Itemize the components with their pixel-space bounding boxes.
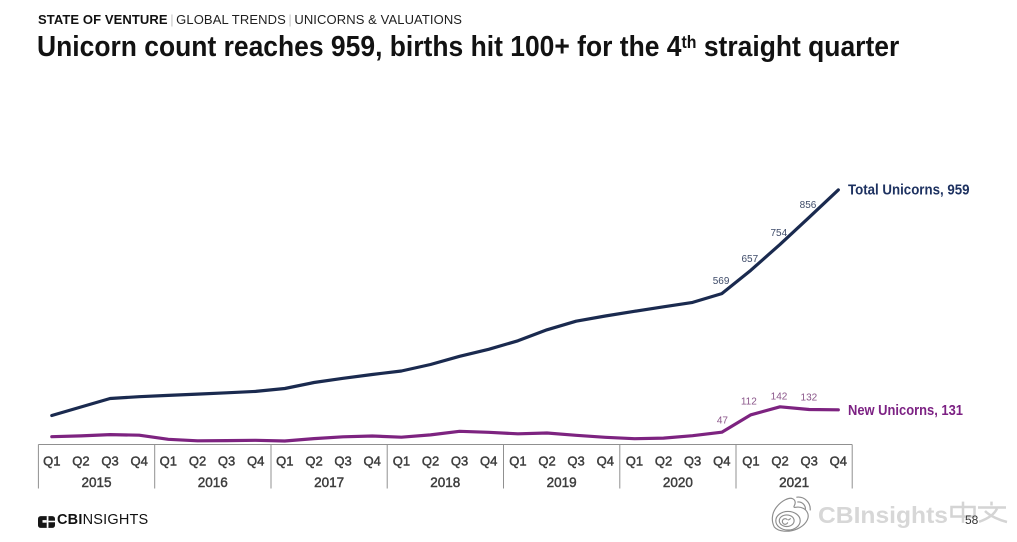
svg-text:2017: 2017: [314, 475, 344, 490]
svg-text:Q1: Q1: [626, 453, 643, 468]
svg-text:Q3: Q3: [684, 453, 701, 468]
svg-text:Q2: Q2: [422, 453, 439, 468]
svg-text:Q2: Q2: [72, 453, 89, 468]
svg-text:Q4: Q4: [480, 453, 497, 468]
svg-text:Q1: Q1: [509, 453, 526, 468]
svg-text:CBInsights: CBInsights: [818, 502, 948, 528]
svg-text:Q1: Q1: [43, 453, 60, 468]
svg-text:2021: 2021: [779, 475, 809, 490]
svg-text:Q1: Q1: [393, 453, 410, 468]
svg-text:Q3: Q3: [101, 453, 118, 468]
svg-text:Q4: Q4: [247, 453, 264, 468]
svg-text:132: 132: [801, 393, 818, 404]
svg-text:Q4: Q4: [597, 453, 614, 468]
svg-text:2015: 2015: [81, 475, 111, 490]
svg-text:Q1: Q1: [160, 453, 177, 468]
svg-text:2019: 2019: [547, 475, 577, 490]
svg-text:Q4: Q4: [713, 453, 730, 468]
svg-text:Q3: Q3: [451, 453, 468, 468]
svg-text:Q4: Q4: [830, 453, 847, 468]
svg-text:Q3: Q3: [334, 453, 351, 468]
svg-text:Q1: Q1: [276, 453, 293, 468]
svg-text:Q2: Q2: [189, 453, 206, 468]
svg-text:112: 112: [741, 397, 757, 408]
svg-text:Q2: Q2: [538, 453, 555, 468]
svg-text:Q1: Q1: [742, 453, 759, 468]
svg-text:Q4: Q4: [131, 453, 148, 468]
svg-text:Q2: Q2: [771, 453, 788, 468]
svg-text:New Unicorns, 131: New Unicorns, 131: [848, 402, 963, 419]
svg-text:Q4: Q4: [364, 453, 381, 468]
svg-text:657: 657: [741, 254, 758, 265]
svg-text:Q2: Q2: [305, 453, 322, 468]
svg-text:Q2: Q2: [655, 453, 672, 468]
svg-text:Q3: Q3: [218, 453, 235, 468]
svg-text:754: 754: [770, 228, 787, 239]
svg-text:2016: 2016: [198, 475, 228, 490]
svg-text:Q3: Q3: [801, 453, 818, 468]
svg-text:2020: 2020: [663, 475, 693, 490]
svg-text:856: 856: [800, 200, 817, 211]
svg-text:2018: 2018: [430, 475, 460, 490]
svg-text:Q3: Q3: [567, 453, 584, 468]
svg-text:Total Unicorns, 959: Total Unicorns, 959: [848, 182, 970, 199]
svg-text:569: 569: [713, 276, 730, 287]
svg-text:142: 142: [771, 391, 788, 402]
svg-text:47: 47: [717, 415, 729, 426]
